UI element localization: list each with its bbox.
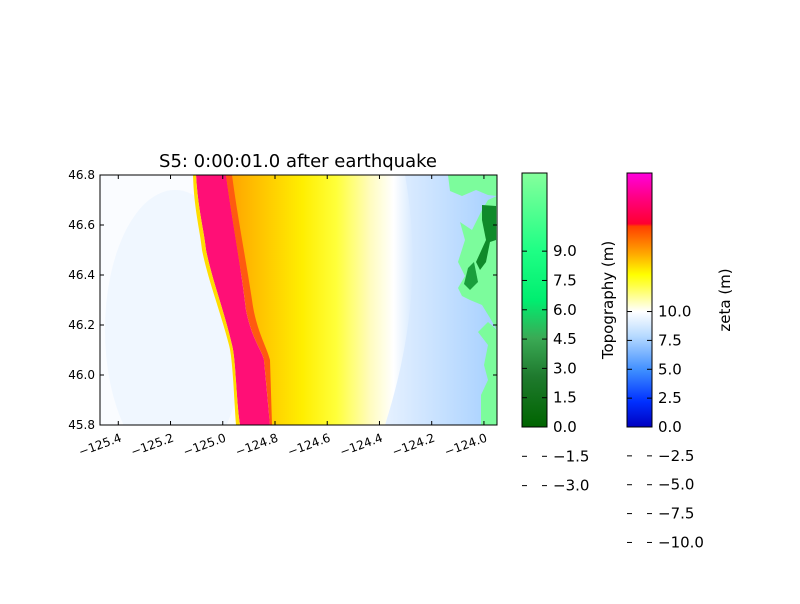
colorbar-tick-label: 6.0	[553, 301, 577, 319]
land-dark-strip	[476, 205, 496, 270]
x-tick-label: −124.2	[390, 431, 437, 459]
colorbar-tick-label: 2.5	[658, 389, 682, 407]
colorbar-tick-label: 3.0	[553, 359, 577, 377]
land-south	[478, 322, 497, 425]
zeta-colorbar-ticks: −10.0 −7.5 −5.0 −2.5 0.0 2.5 5.0 7.5 10.0	[627, 303, 704, 551]
x-tick-label: −125.2	[129, 431, 176, 459]
colorbar-tick-label: −10.0	[658, 533, 704, 551]
colorbar-tick-label: 0.0	[553, 418, 577, 436]
y-tick-label: 46.6	[68, 218, 95, 232]
zeta-colorbar-gradient	[626, 172, 653, 428]
coastline-land	[448, 175, 497, 425]
y-tick-label: 46.8	[68, 168, 95, 182]
topography-colorbar: −3.0 −1.5 0.0 1.5 3.0 4.5 6.0 7.5 9.0 Topography…	[521, 172, 617, 495]
x-tick-label: −124.6	[286, 431, 333, 459]
x-tick-label: −125.0	[181, 431, 228, 459]
topography-colorbar-ticks: −3.0 −1.5 0.0 1.5 3.0 4.5 6.0 7.5 9.0	[522, 242, 589, 495]
topography-colorbar-label: Topography (m)	[599, 241, 617, 360]
colorbar-tick-label: 1.5	[553, 389, 577, 407]
y-tick-label: 46.4	[68, 268, 95, 282]
colorbar-tick-label: 10.0	[658, 303, 691, 321]
colorbar-tick-label: 5.0	[658, 360, 682, 378]
colorbar-tick-label: −3.0	[553, 477, 589, 495]
y-tick-label: 45.8	[68, 418, 95, 432]
y-tick-label: 46.2	[68, 318, 95, 332]
colorbar-tick-label: −2.5	[658, 447, 694, 465]
zeta-colorbar-label: zeta (m)	[716, 268, 734, 331]
wave-crest-band	[196, 175, 270, 425]
x-tick-label: −124.4	[338, 431, 385, 459]
land-north	[448, 175, 497, 196]
x-tick-label: −125.4	[77, 431, 124, 459]
heatmap-area	[100, 175, 497, 425]
y-tick-label: 46.0	[68, 368, 95, 382]
colorbar-tick-label: 7.5	[658, 331, 682, 349]
wave-leading-edge	[193, 175, 240, 425]
wave-trailing-edge	[226, 175, 272, 425]
plot-frame	[99, 174, 498, 426]
topography-colorbar-gradient	[521, 172, 548, 428]
x-tick-label: −124.0	[442, 431, 489, 459]
chart-title: S5: 0:00:01.0 after earthquake	[159, 151, 437, 172]
colorbar-tick-label: 7.5	[553, 271, 577, 289]
y-axis: 45.8 46.0 46.2 46.4 46.6 46.8	[68, 168, 497, 432]
colorbar-tick-label: 4.5	[553, 330, 577, 348]
zeta-colorbar: −10.0 −7.5 −5.0 −2.5 0.0 2.5 5.0 7.5 10.0 zeta (…	[626, 172, 734, 551]
colorbar-tick-label: −7.5	[658, 505, 694, 523]
colorbar-tick-label: 0.0	[658, 418, 682, 436]
colorbar-tick-label: 9.0	[553, 242, 577, 260]
land-bay-strip	[464, 262, 478, 290]
x-tick-label: −124.8	[233, 431, 280, 459]
colorbar-tick-label: −1.5	[553, 447, 589, 465]
colorbar-tick-label: −5.0	[658, 476, 694, 494]
